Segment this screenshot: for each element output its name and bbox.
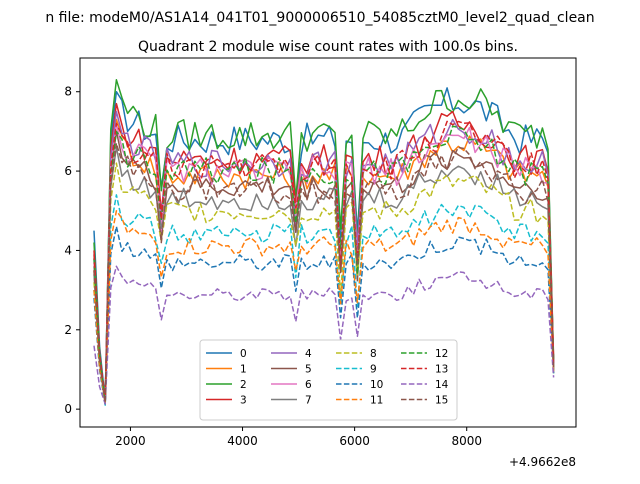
y-tick-label: 8 — [64, 85, 72, 99]
legend-label-11: 11 — [370, 395, 383, 407]
legend-label-9: 9 — [370, 364, 377, 376]
x-offset-label: +4.9662e8 — [509, 455, 576, 469]
legend-label-8: 8 — [370, 348, 377, 360]
legend-label-2: 2 — [240, 379, 247, 391]
series-line-8 — [93, 162, 555, 402]
series-line-10 — [93, 225, 555, 405]
legend-label-14: 14 — [435, 379, 449, 391]
series-line-9 — [93, 194, 555, 406]
series-line-2 — [93, 79, 555, 404]
legend-label-10: 10 — [370, 379, 383, 391]
x-tick-label: 8000 — [451, 434, 482, 448]
y-tick-label: 4 — [64, 243, 72, 257]
series-line-13 — [93, 120, 555, 401]
legend-label-1: 1 — [240, 364, 247, 376]
x-axis: 2000 4000 6000 8000 — [115, 427, 482, 448]
legend-label-12: 12 — [435, 348, 448, 360]
series-line-5 — [93, 130, 555, 406]
figure-suptitle: n file: modeM0/AS1A14_041T01_9000006510_… — [45, 10, 594, 26]
legend-label-13: 13 — [435, 364, 448, 376]
chart-title: Quadrant 2 module wise count rates with … — [138, 39, 518, 55]
legend-label-15: 15 — [435, 395, 448, 407]
y-tick-label: 0 — [64, 402, 72, 416]
x-tick-label: 4000 — [227, 434, 258, 448]
y-axis: 0 2 4 6 8 — [64, 85, 80, 416]
plot-area — [93, 79, 555, 406]
series-line-7 — [93, 146, 555, 403]
legend-label-4: 4 — [305, 348, 312, 360]
x-tick-label: 2000 — [115, 434, 146, 448]
y-tick-label: 6 — [64, 164, 72, 178]
legend-box — [199, 339, 458, 421]
legend-label-0: 0 — [240, 348, 247, 360]
series-line-0 — [93, 87, 555, 401]
series-line-15 — [93, 142, 555, 404]
series-line-14 — [93, 265, 555, 405]
legend-label-5: 5 — [305, 364, 312, 376]
legend-label-3: 3 — [240, 395, 247, 407]
legend-label-6: 6 — [305, 379, 312, 391]
axes-frame — [79, 57, 577, 428]
series-line-11 — [93, 210, 555, 404]
x-tick-label: 6000 — [339, 434, 370, 448]
y-tick-label: 2 — [64, 323, 72, 337]
legend-label-7: 7 — [305, 395, 312, 407]
series-line-12 — [93, 125, 555, 402]
